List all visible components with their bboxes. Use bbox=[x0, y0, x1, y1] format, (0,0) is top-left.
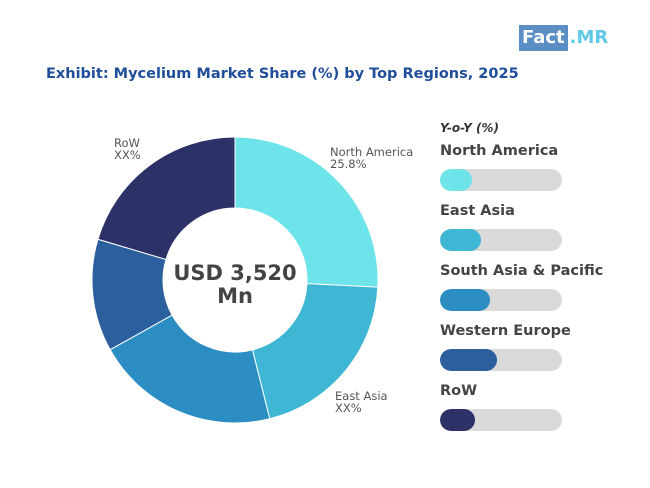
center-unit: Mn bbox=[217, 284, 253, 308]
legend-label: North America bbox=[440, 143, 559, 159]
donut-slice-south-asia-pacific bbox=[109, 314, 271, 424]
logo-part-mr: .MR bbox=[569, 27, 609, 48]
legend-item-north-america: North America bbox=[440, 143, 630, 198]
yoy-bar-track bbox=[440, 409, 562, 431]
legend-item-south-asia-pacific: South Asia & Pacific bbox=[440, 263, 630, 318]
chart-title: Exhibit: Mycelium Market Share (%) by To… bbox=[46, 66, 519, 82]
legend-label: Western Europe bbox=[440, 323, 571, 339]
slice-value: 25.8% bbox=[330, 157, 367, 171]
slice-label-row: RoW XX% bbox=[114, 137, 141, 161]
legend-label: East Asia bbox=[440, 203, 515, 219]
yoy-bar-track bbox=[440, 289, 562, 311]
legend-label: South Asia & Pacific bbox=[440, 263, 604, 279]
yoy-bar-fill bbox=[440, 349, 498, 371]
legend-item-east-asia: East Asia bbox=[440, 203, 630, 258]
legend-label: RoW bbox=[440, 383, 478, 399]
donut-center-label: USD 3,520 Mn bbox=[165, 262, 305, 308]
logo-part-fact: Fact bbox=[519, 25, 568, 51]
slice-name: North America bbox=[330, 145, 414, 159]
yoy-bar-fill bbox=[440, 409, 476, 431]
yoy-bar-fill bbox=[440, 289, 491, 311]
slice-name: East Asia bbox=[335, 389, 388, 403]
slice-name: RoW bbox=[114, 136, 140, 150]
yoy-bar-fill bbox=[440, 229, 482, 251]
legend-item-western-europe: Western Europe bbox=[440, 323, 630, 378]
slice-value: XX% bbox=[335, 401, 362, 415]
slice-value: XX% bbox=[114, 148, 141, 162]
yoy-bar-track bbox=[440, 349, 562, 371]
slice-label-north-america: North America 25.8% bbox=[330, 146, 413, 170]
donut-slice-east-asia bbox=[251, 283, 379, 420]
donut-slice-row bbox=[97, 136, 236, 261]
legend-item-row: RoW bbox=[440, 383, 630, 438]
yoy-bar-track bbox=[440, 229, 562, 251]
center-value: USD 3,520 bbox=[173, 261, 297, 285]
donut-slice-north-america bbox=[234, 136, 379, 288]
factmr-logo: Fact .MR bbox=[519, 25, 610, 51]
yoy-bar-track bbox=[440, 169, 562, 191]
yoy-legend-title: Y-o-Y (%) bbox=[440, 121, 500, 135]
slice-label-east-asia: East Asia XX% bbox=[335, 390, 388, 414]
yoy-bar-fill bbox=[440, 169, 472, 191]
